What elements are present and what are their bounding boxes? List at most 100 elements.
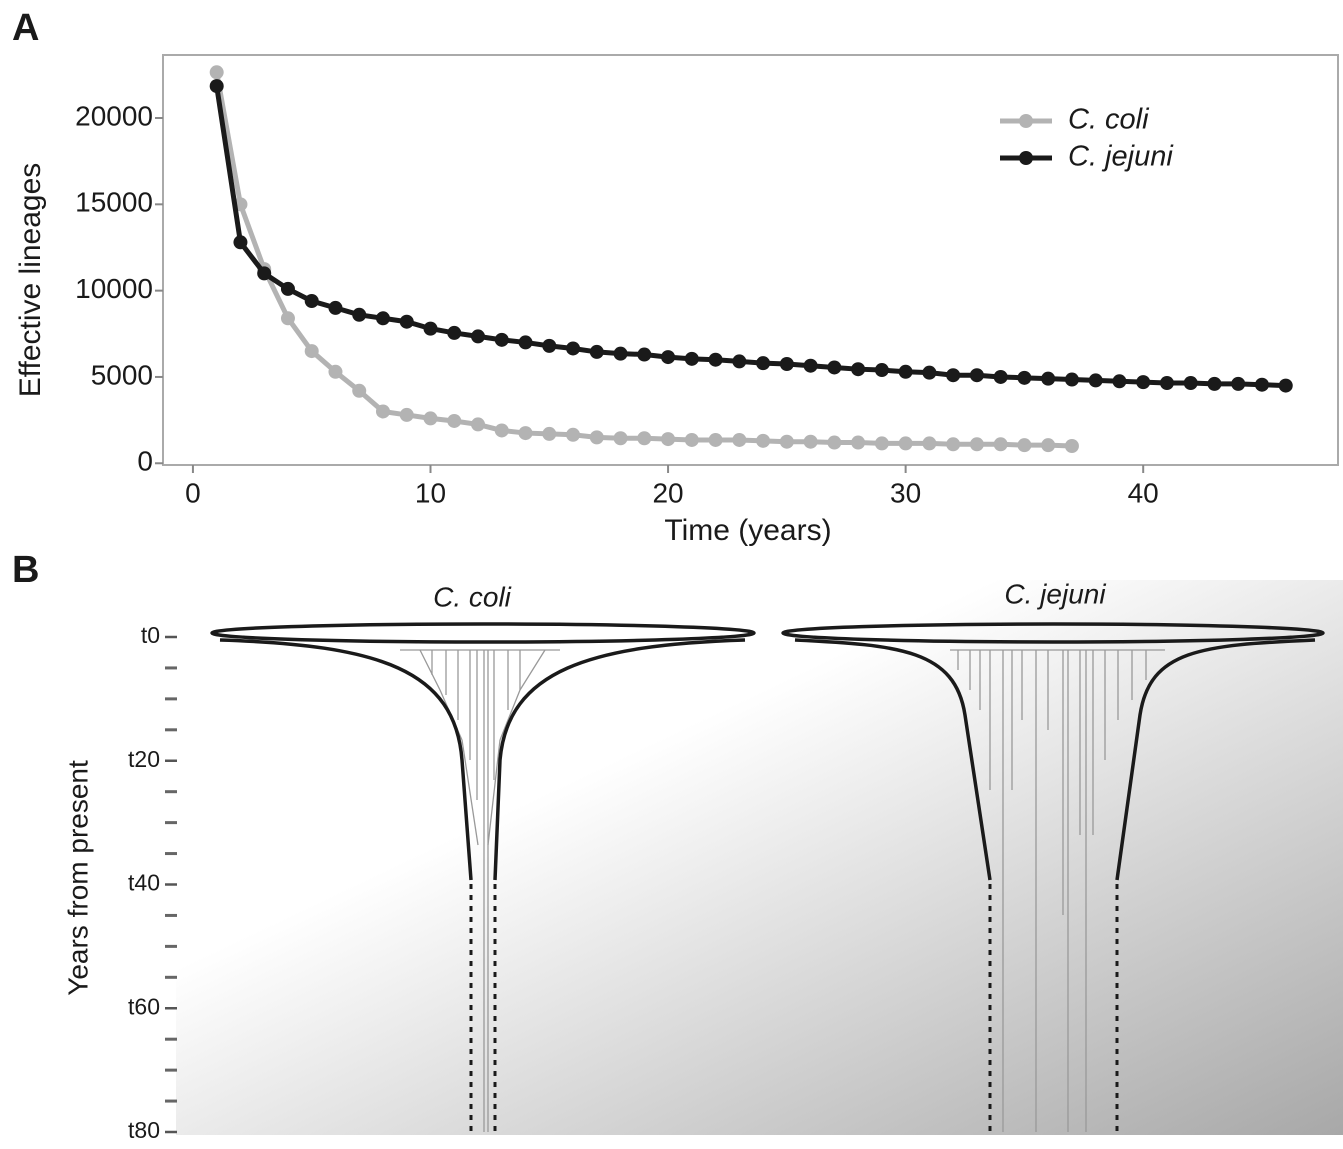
data-point [375,311,390,326]
data-point [542,338,557,353]
data-point [1183,376,1198,390]
data-point [708,352,723,367]
data-point [1278,378,1293,393]
y-tick-label: 0 [137,446,153,477]
data-point [922,365,937,380]
x-tick-label: 10 [415,477,446,508]
data-point [352,383,367,398]
y-tick-label: t80 [128,1117,160,1143]
data-point [518,335,533,350]
data-point [779,434,794,449]
data-point [1207,376,1222,391]
y-tick-label: 5000 [91,359,153,390]
data-point [471,417,486,432]
data-point [375,404,390,419]
data-point [1254,377,1269,392]
data-point [756,433,771,448]
data-point [1231,376,1246,391]
legend-label: C. jejuni [1068,141,1174,173]
data-point [566,341,581,356]
data-point [352,307,367,322]
y-tick-label: t0 [141,622,160,648]
data-point [946,368,961,383]
data-point [613,346,628,361]
data-point [1064,439,1079,454]
data-point [803,358,818,373]
data-point [423,321,438,336]
data-point [1159,376,1174,390]
data-point [471,329,486,344]
data-point [993,369,1008,384]
data-point [328,364,343,379]
data-point [1064,372,1079,387]
data-point [874,436,889,451]
funnels [210,622,1325,1132]
x-tick-label: 40 [1128,477,1159,508]
data-point [423,411,438,426]
data-point [447,325,462,340]
data-point [1112,374,1127,389]
data-point [922,436,937,451]
data-point [898,364,913,379]
panel-label: B [12,549,39,591]
data-point [803,434,818,449]
data-point [898,436,913,451]
data-point [399,407,414,422]
background [176,580,1343,1135]
y-tick-label: t20 [128,746,160,772]
data-point [304,344,319,359]
data-point [209,79,224,94]
data-point [304,294,319,308]
group-label: C. jejuni [1004,578,1106,609]
y-tick-label: 15000 [75,187,153,218]
group-label: C. coli [433,581,512,612]
data-point [280,311,295,326]
series-line [214,85,1286,389]
data-point [827,360,842,375]
data-point [684,432,699,447]
y-axis-label: Years from present [62,760,93,996]
plot-frame [162,54,1339,466]
y-tick-label: 20000 [75,100,153,131]
data-point [732,432,747,447]
data-point [328,300,343,315]
data-point [851,435,866,450]
data-point [732,354,747,369]
y-tick-label: t40 [128,870,160,896]
data-point [684,351,699,366]
data-point [756,356,771,371]
data-point [542,426,557,441]
data-point [280,281,295,296]
data-point [1017,370,1032,385]
data-point [257,266,272,281]
data-point [566,427,581,442]
data-point [233,235,248,250]
data-point [661,350,676,365]
data-point [518,426,533,441]
data-point [1088,373,1103,388]
data-point [589,344,604,359]
data-point [1017,438,1032,453]
y-axis-label: Effective lineages [14,163,47,398]
data-point [494,423,509,438]
data-point [946,437,961,452]
data-point [708,432,723,447]
x-tick-label: 20 [652,477,683,508]
legend-marker [1019,151,1033,165]
legend-label: C. coli [1068,104,1150,136]
data-point [209,65,224,80]
panel-label: A [12,7,39,49]
data-point [993,437,1008,452]
x-tick-label: 30 [890,477,921,508]
jejuni-tree [950,649,1165,1132]
data-point [589,430,604,445]
data-point [969,368,984,383]
x-axis-label: Time (years) [664,514,831,547]
coli-tree [400,649,560,1132]
data-point [1041,438,1056,453]
y-tick-label: 10000 [75,273,153,304]
data-point [399,314,414,329]
data-point [447,413,462,428]
data-point [969,437,984,452]
data-point [637,347,652,362]
